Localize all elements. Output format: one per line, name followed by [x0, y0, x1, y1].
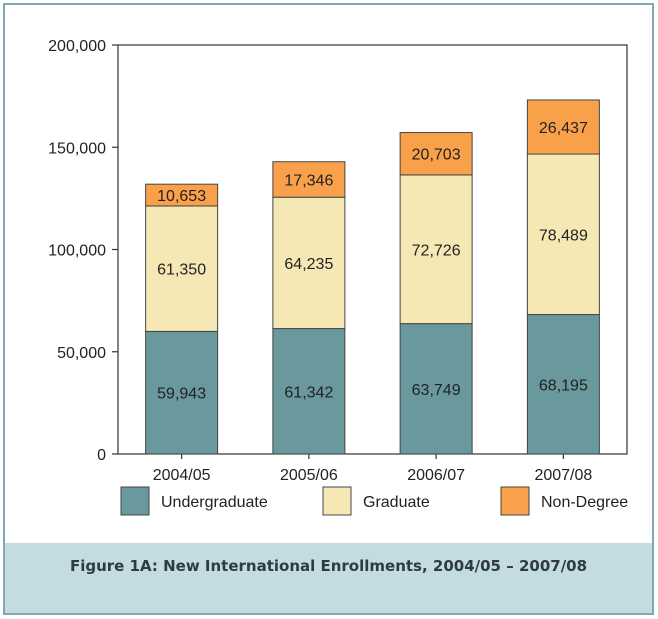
legend-item: Graduate	[322, 486, 430, 516]
y-axis: 0 50,000 100,000 150,000 200,000	[48, 38, 118, 464]
bar-segment-non-degree	[526, 99, 600, 155]
legend-swatch	[500, 486, 530, 516]
bar-segment-undergraduate	[526, 314, 600, 455]
x-tick-label: 2004/05	[153, 467, 211, 484]
x-tick-label: 2007/08	[534, 467, 592, 484]
bar-segment-non-degree	[399, 132, 473, 176]
legend-item: Non-Degree	[500, 486, 628, 516]
data-label: 10,653	[157, 188, 206, 205]
x-tick-label: 2006/07	[407, 467, 465, 484]
data-label: 17,346	[284, 172, 333, 189]
legend-label: Undergraduate	[161, 494, 268, 511]
figure-caption: Figure 1A: New International Enrollments…	[69, 557, 588, 575]
data-label: 68,195	[539, 377, 588, 394]
data-label: 78,489	[539, 227, 588, 244]
y-tick-label: 0	[97, 447, 106, 464]
data-label: 64,235	[284, 256, 333, 273]
y-tick-label: 50,000	[57, 345, 106, 362]
bar-segment-graduate	[145, 205, 219, 332]
y-tick-label: 150,000	[48, 140, 106, 157]
data-label: 72,726	[412, 242, 461, 259]
x-axis: 2004/05 2005/06 2006/07 2007/08	[153, 454, 592, 484]
bar-segment-non-degree	[272, 161, 346, 198]
bar-segment-graduate	[399, 174, 473, 325]
legend-label: Graduate	[363, 494, 430, 511]
figure-frame: 0 50,000 100,000 150,000 200,000 2004/05 2005…	[3, 3, 654, 615]
legend: Undergraduate Graduate Non-Degree	[120, 486, 628, 516]
data-label: 26,437	[539, 120, 588, 137]
legend-swatch	[120, 486, 150, 516]
bar-segment-non-degree	[145, 183, 219, 207]
y-tick-label: 100,000	[48, 243, 106, 260]
y-tick-label: 200,000	[48, 38, 106, 55]
legend-item: Undergraduate	[120, 486, 268, 516]
data-label: 61,342	[284, 384, 333, 401]
x-tick-label: 2005/06	[280, 467, 338, 484]
data-label: 59,943	[157, 386, 206, 403]
bar-segment-undergraduate	[145, 330, 219, 455]
data-label: 61,350	[157, 262, 206, 279]
bars: 59,943 61,350 10,653 61,342 64,235 17,346 63,7…	[145, 99, 600, 455]
data-label: 63,749	[412, 382, 461, 399]
bar-segment-undergraduate	[272, 328, 346, 455]
legend-swatch	[322, 486, 352, 516]
legend-label: Non-Degree	[541, 494, 628, 511]
data-label: 20,703	[412, 147, 461, 164]
bar-segment-graduate	[272, 196, 346, 330]
caption-band: Figure 1A: New International Enrollments…	[5, 543, 652, 613]
enrollment-chart: 0 50,000 100,000 150,000 200,000 2004/05 2005…	[48, 38, 628, 516]
